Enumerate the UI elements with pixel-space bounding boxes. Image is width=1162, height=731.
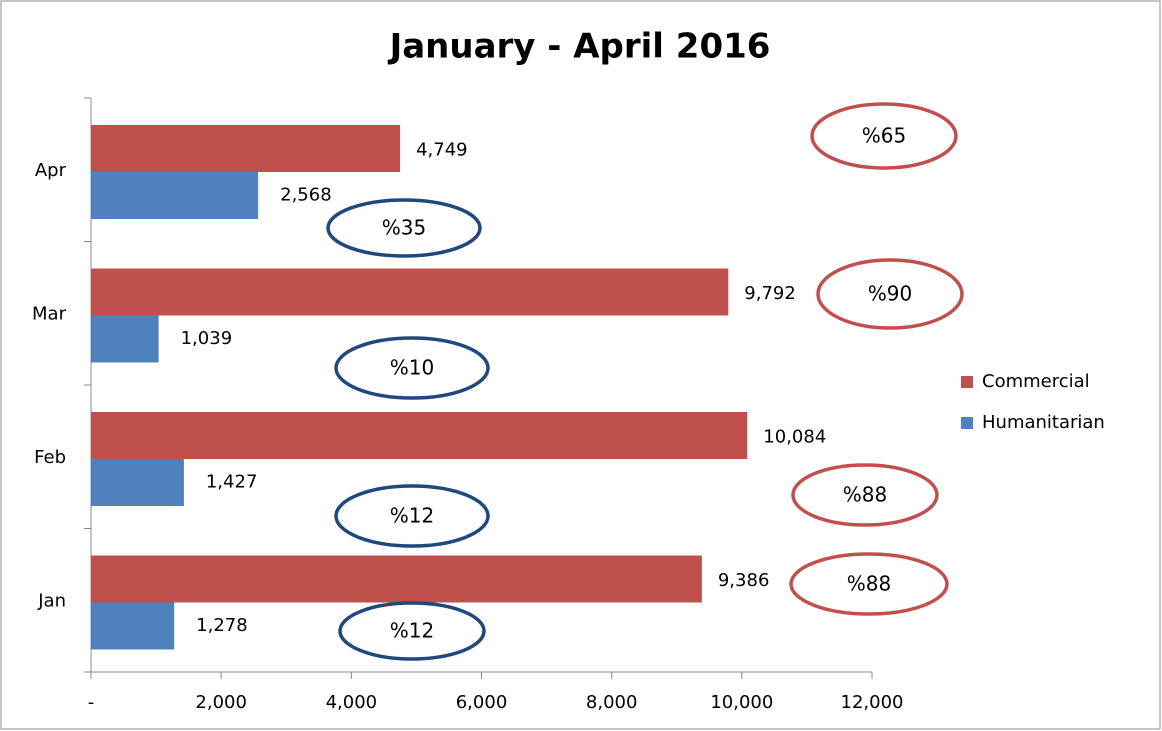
legend-swatch <box>961 417 973 429</box>
x-tick-label: 4,000 <box>326 692 378 713</box>
x-tick-label: 10,000 <box>710 692 773 713</box>
bar <box>91 459 184 506</box>
value-label: 10,084 <box>763 427 826 448</box>
y-tick-label: Apr <box>35 160 67 181</box>
annotation-ellipse <box>334 336 490 400</box>
y-tick-label: Mar <box>32 303 67 324</box>
annotation-ellipse <box>334 484 490 548</box>
value-label: 1,278 <box>196 615 248 636</box>
annotation-text: %90 <box>868 282 912 306</box>
bar <box>91 315 159 363</box>
annotation-text: %12 <box>390 619 434 643</box>
bar <box>91 412 748 459</box>
bar <box>91 555 702 603</box>
annotation-ellipse <box>789 552 949 616</box>
bar <box>91 172 259 219</box>
legend-swatch <box>961 376 973 388</box>
annotation-ellipse <box>326 198 482 258</box>
value-label: 1,427 <box>206 472 258 493</box>
x-tick-label: 12,000 <box>841 692 904 713</box>
annotation-text: %88 <box>847 572 891 596</box>
annotation-text: %65 <box>862 124 906 148</box>
y-tick-label: Jan <box>37 590 66 611</box>
annotation-text: %88 <box>843 483 887 507</box>
bar <box>91 125 401 172</box>
annotation-ellipse <box>338 601 486 661</box>
x-tick-label: 8,000 <box>586 692 638 713</box>
annotation-text: %10 <box>390 356 434 380</box>
value-label: 4,749 <box>416 140 468 161</box>
annotation-ellipse <box>816 258 964 330</box>
legend-label: Commercial <box>982 371 1090 392</box>
bar <box>91 268 729 316</box>
legend-label: Humanitarian <box>982 412 1105 433</box>
value-label: 1,039 <box>181 328 233 349</box>
value-label: 9,386 <box>718 570 770 591</box>
value-label: 2,568 <box>280 185 332 206</box>
value-label: 9,792 <box>744 283 796 304</box>
annotation-ellipse <box>791 463 939 527</box>
annotation-text: %35 <box>382 216 426 240</box>
chart-title: January - April 2016 <box>388 27 771 67</box>
y-tick-label: Feb <box>34 447 66 468</box>
x-tick-label: - <box>88 692 95 713</box>
x-tick-label: 2,000 <box>195 692 247 713</box>
x-tick-label: 6,000 <box>456 692 508 713</box>
bar <box>91 602 175 650</box>
annotation-text: %12 <box>390 504 434 528</box>
annotation-ellipse <box>810 102 958 170</box>
